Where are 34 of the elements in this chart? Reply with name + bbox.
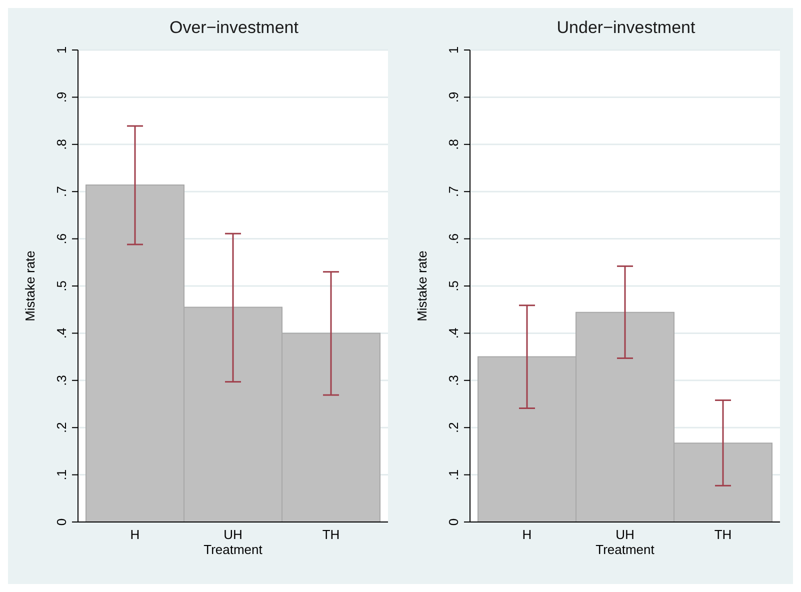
y-tick-label: .7 <box>446 186 461 198</box>
y-tick-label: .2 <box>54 422 69 434</box>
x-tick-label: UH <box>616 527 634 542</box>
y-tick-label: .2 <box>446 422 461 434</box>
y-tick-label: .9 <box>446 92 461 103</box>
x-tick-label: UH <box>224 527 242 542</box>
y-tick-label: .6 <box>446 233 461 244</box>
x-tick-label: TH <box>714 527 732 542</box>
y-tick-label: .1 <box>446 469 461 480</box>
y-axis-title: Mistake rate <box>414 250 430 322</box>
y-tick-label: .5 <box>446 280 461 292</box>
y-tick-label: .4 <box>54 328 69 339</box>
y-tick-label: .4 <box>446 328 461 339</box>
x-axis-title: Treatment <box>596 542 655 557</box>
x-tick-label: H <box>522 527 532 542</box>
y-tick-label: 1 <box>446 46 461 54</box>
x-axis-title: Treatment <box>204 542 263 557</box>
y-tick-label: .3 <box>54 374 69 386</box>
chart-title: Under−investment <box>556 17 696 39</box>
y-tick-label: .9 <box>54 92 69 103</box>
y-tick-label: .1 <box>54 469 69 480</box>
x-tick-label: TH <box>322 527 340 542</box>
y-tick-label: 1 <box>54 46 69 54</box>
y-tick-label: 0 <box>54 518 69 526</box>
y-tick-label: .8 <box>54 138 69 150</box>
chart-title: Over−investment <box>168 17 300 39</box>
y-tick-label: .6 <box>54 233 69 244</box>
y-tick-label: .8 <box>446 138 461 150</box>
y-tick-label: .5 <box>54 280 69 292</box>
y-axis-title: Mistake rate <box>22 250 38 322</box>
y-tick-label: 0 <box>446 518 461 526</box>
x-tick-label: H <box>130 527 140 542</box>
y-tick-label: .7 <box>54 186 69 198</box>
y-tick-label: .3 <box>446 374 461 386</box>
